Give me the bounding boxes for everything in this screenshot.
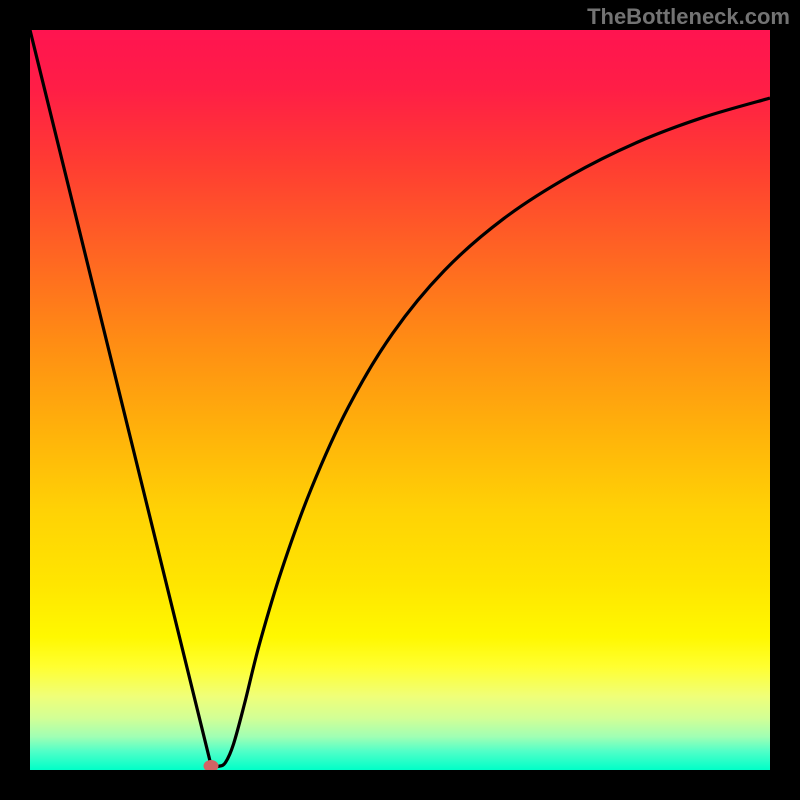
- optimum-marker: [204, 760, 219, 770]
- bottleneck-curve: [30, 30, 770, 770]
- plot-area: [30, 30, 770, 770]
- chart-container: { "watermark": { "text": "TheBottleneck.…: [0, 0, 800, 800]
- watermark-text: TheBottleneck.com: [587, 4, 790, 30]
